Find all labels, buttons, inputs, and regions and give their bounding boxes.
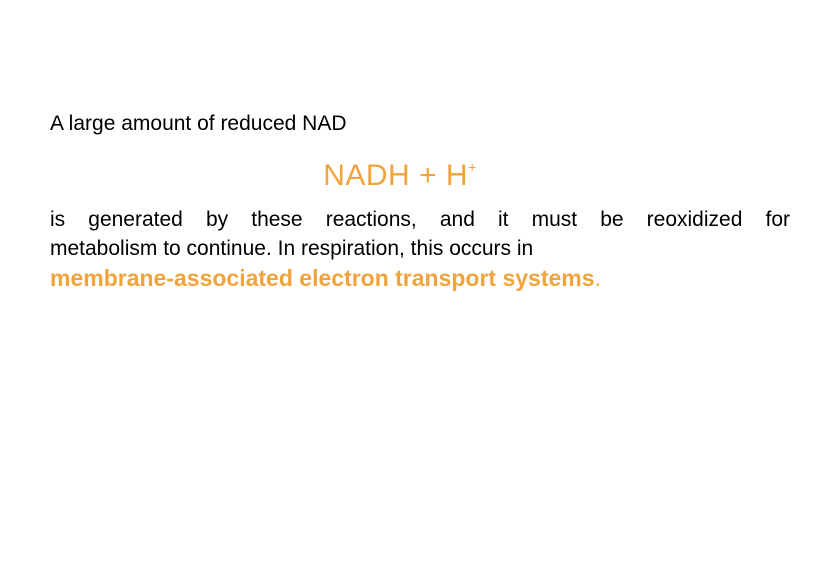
body-paragraph: is generated by these reactions, and it … xyxy=(50,206,790,294)
formula-main: NADH + H xyxy=(323,159,468,192)
formula: NADH + H+ xyxy=(323,159,477,192)
formula-container: NADH + H+ xyxy=(50,159,790,192)
para-line-1: is generated by these reactions, and it … xyxy=(50,208,790,231)
highlight-phrase: membrane-associated electron transport s… xyxy=(50,265,595,291)
period: . xyxy=(595,265,601,291)
intro-line: A large amount of reduced NAD xyxy=(50,110,790,137)
formula-superscript: + xyxy=(468,159,477,175)
para-line-2: metabolism to continue. In respiration, … xyxy=(50,237,533,260)
slide: A large amount of reduced NAD NADH + H+ … xyxy=(0,0,818,561)
